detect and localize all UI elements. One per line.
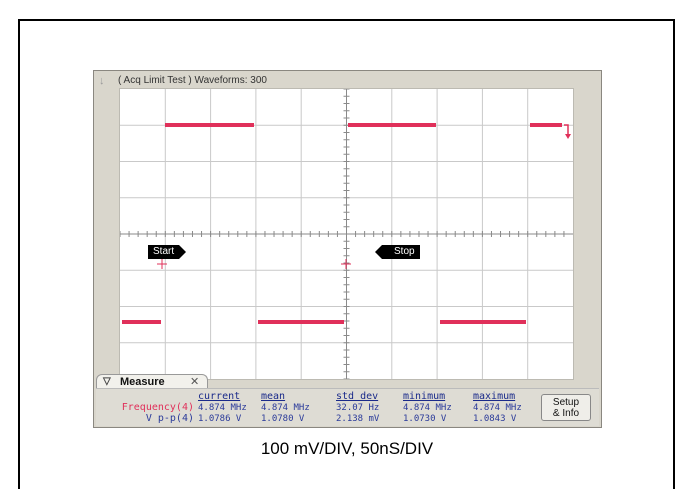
trace-segment [165, 123, 254, 127]
freq-std-dev: 32.07 Hz [336, 403, 380, 413]
waveform-display[interactable]: Start Stop [119, 88, 574, 380]
freq-mean: 4.874 MHz [261, 403, 310, 413]
freq-minimum: 4.874 MHz [403, 403, 452, 413]
oscilloscope-window: ↓ ( Acq Limit Test ) Waveforms: 300 Star… [93, 70, 602, 428]
freq-current: 4.874 MHz [198, 403, 247, 413]
vpp-std-dev: 2.138 mV [336, 414, 380, 424]
trace-end-arrow [564, 124, 569, 135]
trace-segment [530, 123, 562, 127]
vpp-mean: 1.0780 V [261, 414, 305, 424]
setup-info-button[interactable]: Setup & Info [541, 394, 591, 421]
measure-tab-label: Measure [120, 376, 165, 388]
chevron-down-icon[interactable]: ▽ [103, 376, 111, 387]
figure-frame [18, 19, 675, 489]
vpp-maximum: 1.0843 V [473, 414, 517, 424]
start-marker[interactable]: Start [148, 245, 187, 259]
row-label-frequency: Frequency(4) [121, 402, 194, 413]
trace-segment [258, 320, 344, 324]
status-bar: ↓ ( Acq Limit Test ) Waveforms: 300 [96, 73, 599, 89]
graticule [120, 89, 573, 379]
info-label: & Info [552, 408, 580, 419]
freq-maximum: 4.874 MHz [473, 403, 522, 413]
close-icon[interactable]: ✕ [190, 376, 200, 388]
trace-segment [440, 320, 526, 324]
header-mean: mean [261, 391, 286, 402]
acquisition-status: ( Acq Limit Test ) Waveforms: 300 [118, 75, 267, 86]
trigger-down-arrow-icon: ↓ [99, 75, 105, 87]
trace-segment [348, 123, 436, 127]
header-minimum: minimum [403, 391, 446, 402]
measure-panel: current mean std dev minimum maximum Fre… [96, 388, 599, 426]
header-maximum: maximum [473, 391, 516, 402]
stop-marker[interactable]: Stop [375, 245, 420, 259]
setup-label: Setup [552, 397, 580, 408]
vpp-minimum: 1.0730 V [403, 414, 447, 424]
trace-segment [122, 320, 161, 324]
trace-end-arrow-head [565, 134, 571, 139]
measure-tab[interactable]: ▽ Measure ✕ [96, 374, 208, 390]
header-std-dev: std dev [336, 391, 379, 402]
figure-caption: 100 mV/DIV, 50nS/DIV [260, 439, 434, 458]
row-label-vpp: V p-p(4) [145, 413, 194, 424]
vpp-current: 1.0786 V [198, 414, 242, 424]
header-current: current [198, 391, 241, 402]
